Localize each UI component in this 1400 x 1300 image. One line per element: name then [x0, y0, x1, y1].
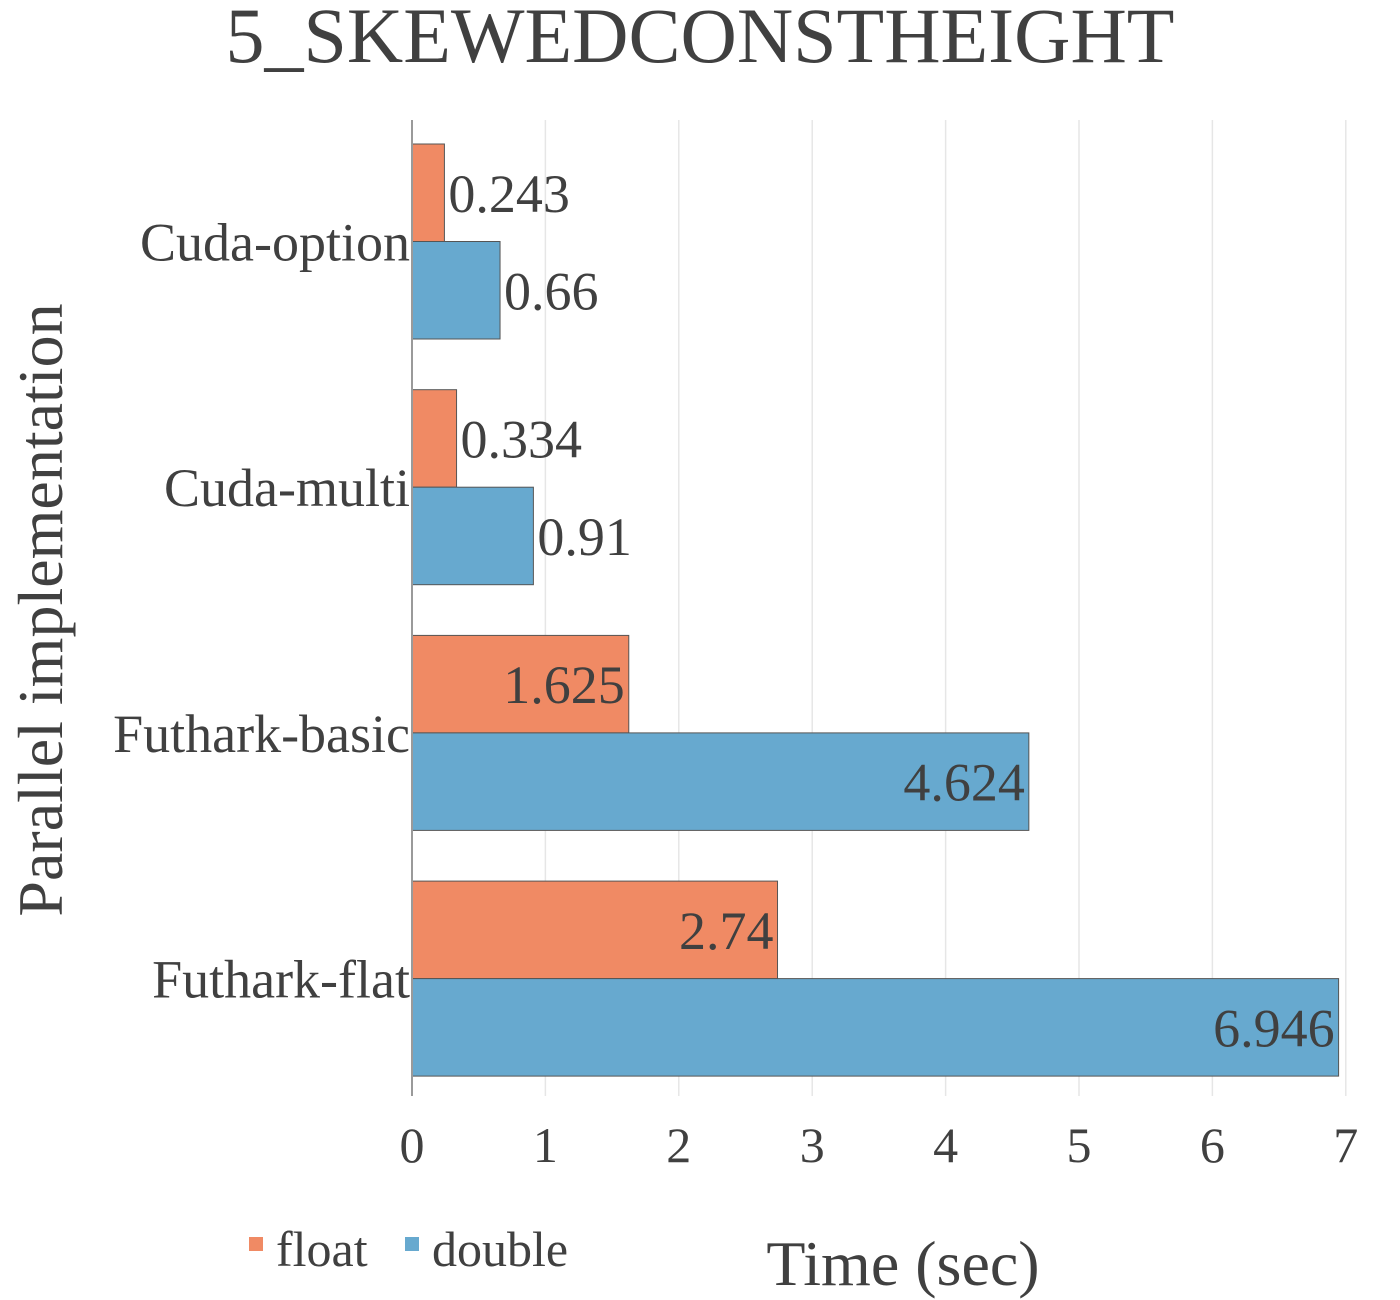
- data-label: 0.91: [537, 507, 632, 567]
- bar-float: [411, 880, 779, 980]
- x-axis-title: Time (sec): [766, 1228, 1039, 1299]
- x-tick-label: 2: [666, 1117, 691, 1173]
- data-label: 6.946: [1213, 998, 1335, 1058]
- bar-double: [411, 241, 501, 340]
- legend-label-float: float: [276, 1221, 368, 1277]
- bar-float: [411, 389, 458, 488]
- bar-double: [411, 978, 1340, 1077]
- category-label: Futhark-flat: [152, 950, 410, 1010]
- x-tick-labels: 0 1 2 3 4 5 6 7: [400, 1117, 1359, 1173]
- x-tick-label: 0: [400, 1117, 425, 1173]
- x-tick-label: 3: [800, 1117, 825, 1173]
- x-tick-label: 4: [933, 1117, 958, 1173]
- x-tick-label: 6: [1200, 1117, 1225, 1173]
- legend-swatch-float: [249, 1237, 263, 1251]
- legend: float double: [249, 1221, 568, 1277]
- data-labels: 0.243 0.66 0.334 0.91 1.625 4.624 2.74 6.946: [448, 164, 1334, 1059]
- bar-float: [411, 143, 445, 242]
- category-label: Cuda-option: [140, 213, 410, 273]
- data-label: 0.243: [448, 164, 570, 224]
- category-labels: Cuda-option Cuda-multi Futhark-basic Futhar…: [113, 213, 410, 1010]
- x-tick-label: 7: [1333, 1117, 1358, 1173]
- chart-title: 5_SKEWEDCONSTHEIGHT: [226, 0, 1175, 79]
- bar-float: [411, 634, 630, 734]
- y-axis-title: Parallel implementation: [5, 303, 76, 916]
- x-tick-label: 5: [1067, 1117, 1092, 1173]
- data-label: 2.74: [679, 901, 774, 961]
- legend-swatch-double: [405, 1237, 419, 1251]
- x-tick-label: 1: [533, 1117, 558, 1173]
- category-label: Futhark-basic: [113, 704, 410, 764]
- bars: [411, 143, 1340, 1077]
- data-label: 4.624: [903, 753, 1025, 813]
- data-label: 1.625: [503, 655, 625, 715]
- gridlines: [544, 120, 1347, 1096]
- bar-double: [411, 732, 1030, 831]
- data-label: 0.334: [461, 409, 583, 469]
- category-label: Cuda-multi: [164, 458, 410, 518]
- data-label: 0.66: [504, 261, 599, 321]
- legend-label-double: double: [432, 1221, 568, 1277]
- bar-double: [411, 486, 534, 586]
